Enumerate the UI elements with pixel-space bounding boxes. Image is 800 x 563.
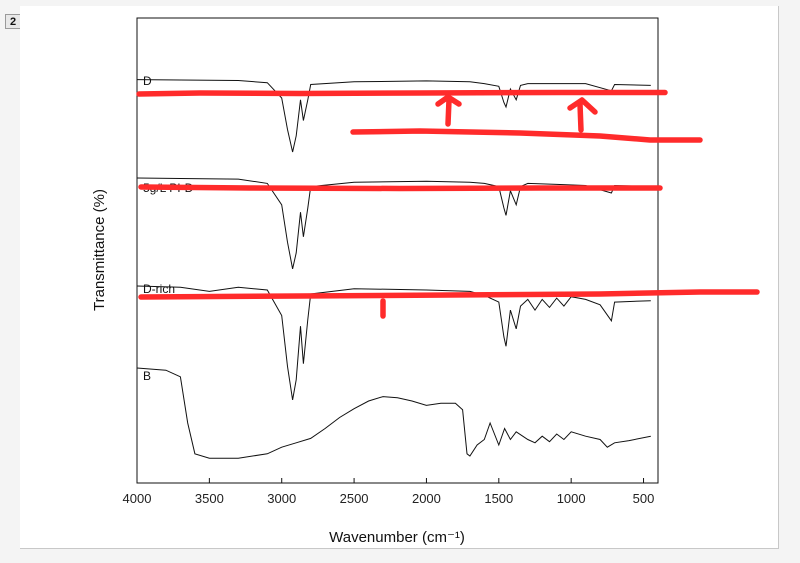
annotation-arrow-1 [435, 94, 462, 127]
x-tick-label: 3000 [267, 491, 296, 506]
series-line-1 [136, 79, 651, 153]
red-annotations [136, 89, 760, 319]
annotation-line-3 [138, 184, 663, 192]
x-tick-label: 1000 [557, 491, 586, 506]
x-tick-label: 1500 [484, 491, 513, 506]
annotation-line-2 [350, 128, 703, 143]
series-line-2 [136, 177, 651, 270]
x-axis-ticks: 4000 3500 3000 2500 2000 1500 1000 500 [123, 478, 655, 506]
plot-frame [136, 17, 659, 484]
series-line-4 [136, 367, 651, 459]
annotation-line-1 [136, 89, 668, 97]
y-axis-title: Transmittance (%) [91, 189, 108, 311]
series-line-3 [136, 285, 651, 400]
annotation-arrow-2 [567, 97, 598, 133]
series-label-1: D [143, 74, 152, 88]
x-tick-label: 4000 [123, 491, 152, 506]
annotation-line-4 [138, 289, 760, 300]
x-tick-label: 2000 [412, 491, 441, 506]
series-label-4: B [143, 369, 151, 383]
x-tick-label: 3500 [195, 491, 224, 506]
x-tick-label: 500 [633, 491, 655, 506]
series-label-3: D-rich [143, 282, 175, 296]
x-tick-label: 2500 [340, 491, 369, 506]
x-axis-title: Wavenumber (cm⁻¹) [329, 529, 465, 546]
